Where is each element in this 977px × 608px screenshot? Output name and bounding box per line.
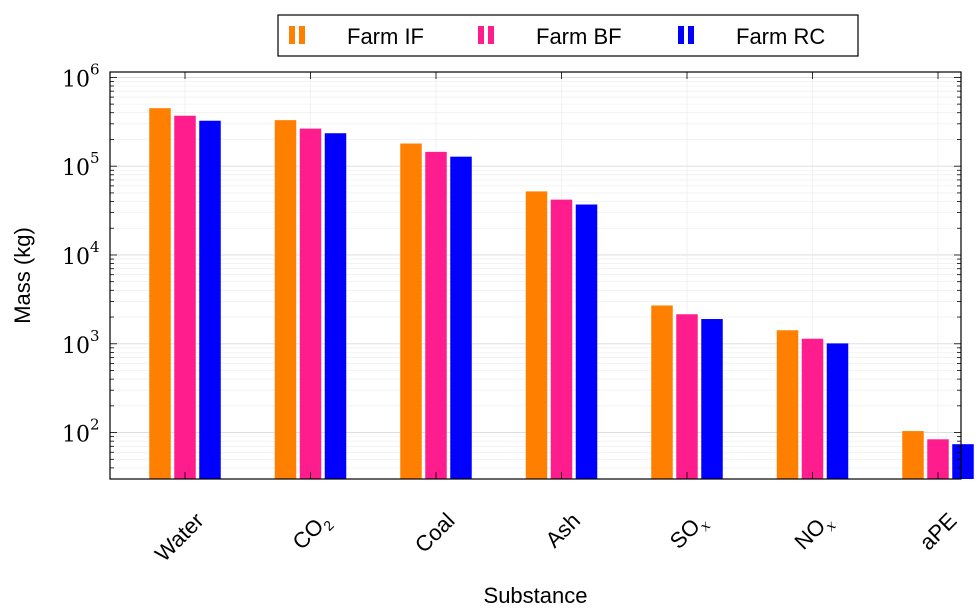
x-tick-label: Water <box>150 508 209 567</box>
legend-swatch <box>478 26 484 44</box>
legend-swatch <box>688 26 694 44</box>
y-tick-labels: 102 103 104 105 106 <box>62 60 100 447</box>
y-tick-label: 104 <box>62 238 100 270</box>
bar-farm-rc <box>826 343 849 479</box>
x-tick-labels: Water CO2 Coal Ash SOx NOx aPE <box>150 508 962 567</box>
bar-farm-bf <box>174 115 196 480</box>
x-tick-label: CO2 <box>288 508 337 557</box>
bar-farm-bf <box>299 128 322 480</box>
bar-farm-rc <box>324 133 347 479</box>
y-tick-label: 106 <box>62 60 100 92</box>
bar-farm-if <box>149 108 171 480</box>
y-tick-label: 105 <box>62 149 100 181</box>
bar-farm-rc <box>199 120 221 479</box>
x-axis-title: Substance <box>484 583 588 608</box>
bar-farm-bf <box>676 314 698 479</box>
y-axis-title: Mass (kg) <box>10 227 35 324</box>
bar-farm-bf <box>550 199 573 479</box>
bar-farm-bf <box>425 151 447 479</box>
legend-label: Farm BF <box>536 24 622 49</box>
bar-farm-bf <box>801 338 824 479</box>
bar-farm-rc <box>575 204 598 480</box>
x-tick-label: SOx <box>665 508 714 557</box>
y-tick-label: 102 <box>62 416 100 448</box>
bars <box>149 108 974 480</box>
legend-label: Farm IF <box>347 24 424 49</box>
bar-farm-if <box>776 330 799 479</box>
x-tick-label: NOx <box>789 508 839 558</box>
bar-farm-bf <box>927 439 949 479</box>
bar-farm-rc <box>952 444 974 479</box>
bar-farm-if <box>651 305 673 479</box>
x-tick-label: Ash <box>541 508 585 552</box>
bar-farm-if <box>525 191 548 479</box>
legend-swatch <box>678 26 684 44</box>
legend-box <box>277 14 859 57</box>
y-tick-label: 103 <box>62 327 100 359</box>
bar-farm-if <box>274 120 297 479</box>
legend-swatch <box>289 26 295 44</box>
legend-swatch <box>299 26 305 44</box>
axis-ticks <box>110 72 961 480</box>
bar-farm-if <box>400 143 422 479</box>
x-tick-label: Coal <box>410 508 460 558</box>
legend-swatch <box>488 26 494 44</box>
legend-label: Farm RC <box>736 24 825 49</box>
bar-farm-rc <box>450 156 472 479</box>
bar-farm-rc <box>701 319 723 479</box>
legend: Farm IF Farm BF Farm RC <box>277 14 859 57</box>
bar-farm-if <box>902 431 924 479</box>
x-tick-label: aPE <box>914 508 961 555</box>
plot-frame <box>109 71 962 480</box>
